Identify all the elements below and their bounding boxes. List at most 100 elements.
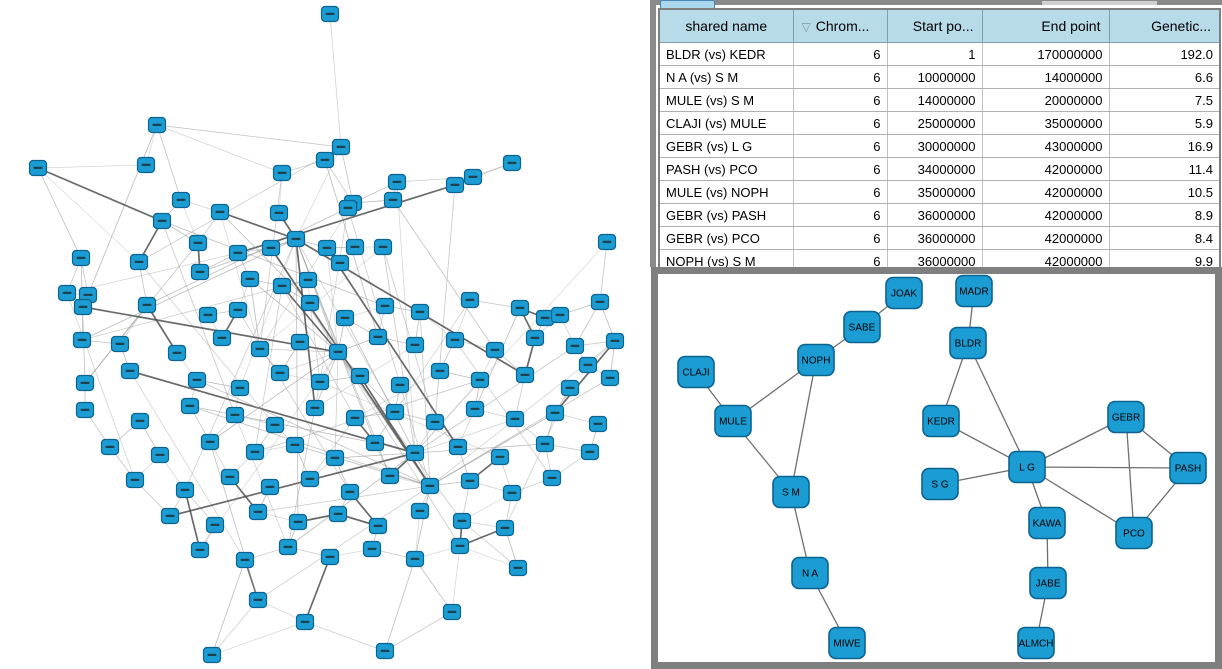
network-node[interactable] [75,374,95,392]
network-node[interactable] [510,299,530,317]
network-node-n-a[interactable]: N A [791,556,829,590]
network-node[interactable] [205,516,225,534]
network-edge[interactable] [451,545,461,613]
network-node[interactable] [450,537,470,555]
network-node[interactable] [600,369,620,387]
network-edge[interactable] [414,485,431,560]
network-node-bldr[interactable]: BLDR [949,326,987,360]
network-edge[interactable] [382,246,436,423]
network-edge[interactable] [454,339,553,479]
network-edge[interactable] [326,247,339,353]
network-node[interactable] [463,168,483,186]
network-node[interactable] [286,230,306,248]
network-edge[interactable] [249,278,339,353]
network-edge[interactable] [340,146,354,204]
network-edge[interactable] [209,441,259,601]
network-edge[interactable] [239,238,297,389]
value-cell[interactable]: 42000000 [982,226,1110,250]
network-node[interactable] [545,404,565,422]
value-cell[interactable]: 34000000 [887,157,983,181]
shared-name-cell[interactable]: N A (vs) S M [659,65,794,89]
network-node[interactable] [78,286,98,304]
network-node[interactable] [448,438,468,456]
network-edge[interactable] [354,370,441,419]
network-node[interactable] [588,415,608,433]
network-node[interactable] [430,362,450,380]
network-node[interactable] [147,116,167,134]
network-node[interactable] [212,329,232,347]
network-node[interactable] [160,507,180,525]
network-edge[interactable] [199,238,297,273]
network-edge[interactable] [37,167,82,259]
network-node-l-g[interactable]: L G [1008,450,1046,484]
shared-name-cell[interactable]: MULE (vs) NOPH [659,180,794,204]
network-node[interactable] [288,513,308,531]
overview-network-canvas[interactable] [0,0,651,669]
column-header-shared-name[interactable]: shared name [658,8,794,43]
network-node[interactable] [198,306,218,324]
network-edge[interactable] [394,299,471,413]
network-edge[interactable] [87,124,158,296]
network-node[interactable] [605,332,625,350]
network-node[interactable] [265,416,285,434]
network-edge[interactable] [80,257,86,384]
network-edge[interactable] [1125,416,1135,534]
network-edge[interactable] [295,238,299,523]
network-node[interactable] [71,249,91,267]
network-node[interactable] [485,341,505,359]
network-node[interactable] [535,435,555,453]
network-node[interactable] [250,340,270,358]
network-node[interactable] [320,5,340,23]
network-node[interactable] [340,483,360,501]
network-node[interactable] [405,336,425,354]
network-node[interactable] [167,344,187,362]
network-edge[interactable] [334,351,339,459]
network-node[interactable] [365,434,385,452]
network-node[interactable] [261,239,281,257]
detail-network-canvas[interactable]: JOAK MADR SABE BLDR NOPH CLAJI KEDR GEBR MULE L G… [658,274,1215,662]
value-cell[interactable]: 6 [793,65,888,89]
table-row[interactable]: MULE (vs) NOPH 6 35000000 42000000 10.5 [659,180,1221,204]
value-cell[interactable]: 20000000 [982,88,1110,112]
value-cell[interactable]: 42000000 [982,203,1110,227]
network-node[interactable] [73,298,93,316]
network-node[interactable] [330,254,350,272]
network-edge[interactable] [414,443,546,454]
network-node[interactable] [175,481,195,499]
network-edge[interactable] [414,379,481,454]
network-node[interactable] [597,233,617,251]
network-node[interactable] [188,234,208,252]
network-node[interactable] [200,433,220,451]
column-header-genetic-[interactable]: Genetic... [1108,8,1221,43]
network-node[interactable] [210,203,230,221]
network-node[interactable] [578,356,598,374]
table-row[interactable]: CLAJI (vs) MULE 6 25000000 35000000 5.9 [659,111,1221,135]
network-edge[interactable] [414,418,516,454]
network-edge[interactable] [219,211,297,240]
network-node[interactable] [470,371,490,389]
network-node-miwe[interactable]: MIWE [828,626,866,660]
network-node[interactable] [260,478,280,496]
network-edge[interactable] [138,261,276,426]
network-edge[interactable] [161,220,386,307]
network-edge[interactable] [37,164,147,169]
network-edge[interactable] [81,238,297,341]
network-node[interactable] [495,519,515,537]
value-cell[interactable]: 10.5 [1109,180,1221,204]
network-node[interactable] [525,329,545,347]
network-edge[interactable] [37,167,163,222]
shared-name-cell[interactable]: GEBR (vs) PASH [659,203,794,227]
network-edge[interactable] [414,345,576,454]
value-cell[interactable]: 35000000 [887,180,983,204]
network-edge[interactable] [219,211,311,304]
network-node[interactable] [590,293,610,311]
network-edge[interactable] [156,124,342,148]
network-node[interactable] [125,471,145,489]
network-node[interactable] [120,362,140,380]
network-node[interactable] [190,541,210,559]
network-edge[interactable] [396,181,416,454]
network-node[interactable] [375,642,395,660]
network-node-pco[interactable]: PCO [1115,516,1153,550]
column-header-end-point[interactable]: End point [981,8,1110,43]
value-cell[interactable]: 36000000 [887,203,983,227]
